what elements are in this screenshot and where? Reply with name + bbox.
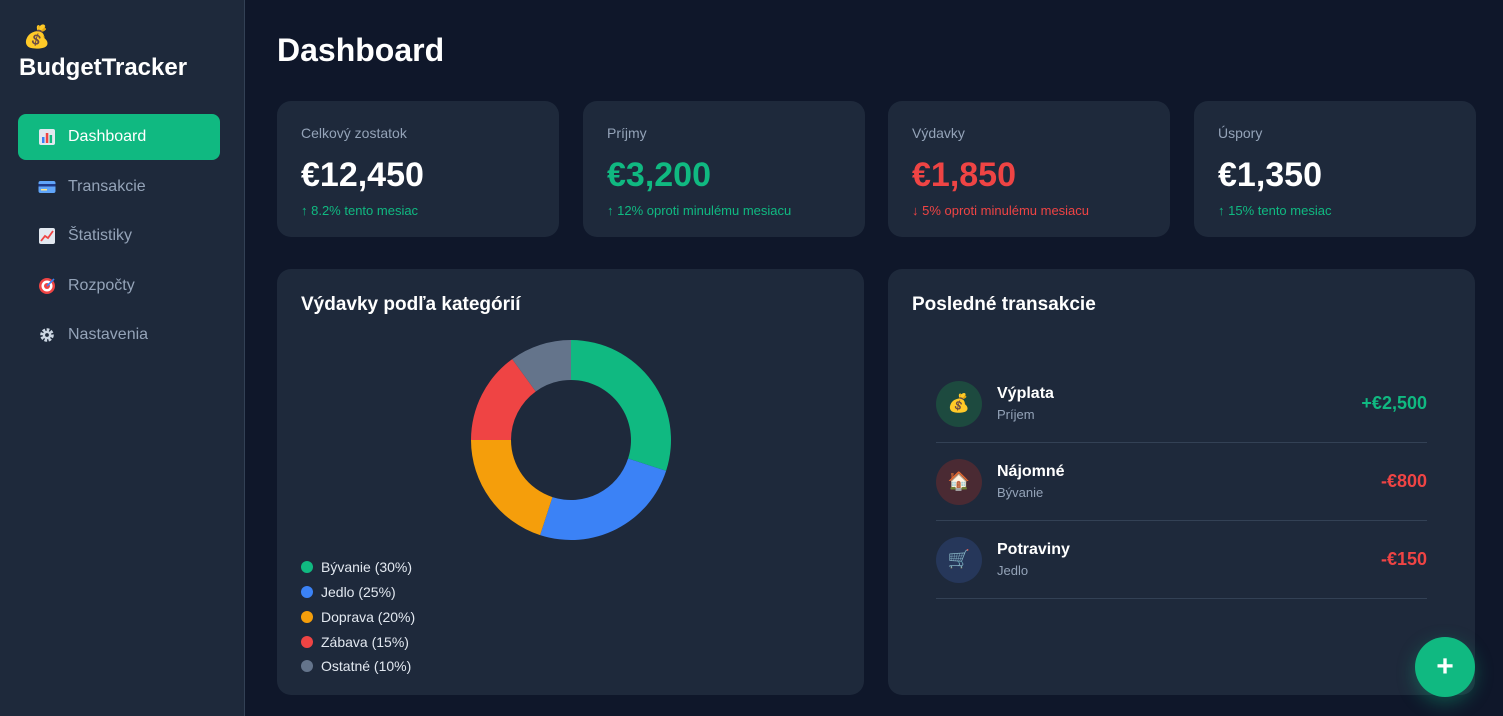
stat-change: ↑ 12% oproti minulému mesiacu bbox=[607, 203, 792, 218]
legend-item: Ostatné (10%) bbox=[301, 654, 415, 679]
transaction-category: Bývanie bbox=[997, 484, 1044, 500]
legend-label: Zábava (15%) bbox=[321, 633, 409, 650]
legend-item: Bývanie (30%) bbox=[301, 555, 415, 580]
transaction-row-potraviny[interactable]: 🛒 Potraviny Jedlo -€150 bbox=[936, 521, 1427, 599]
donut-slice-ostatné[interactable] bbox=[512, 340, 571, 392]
bar-chart-icon bbox=[36, 126, 58, 148]
stat-label: Úspory bbox=[1218, 125, 1263, 141]
legend-dot bbox=[301, 635, 313, 648]
page-title: Dashboard bbox=[277, 32, 445, 68]
donut-chart bbox=[471, 340, 671, 540]
add-transaction-button[interactable]: + bbox=[1415, 637, 1475, 697]
stat-card-savings: Úspory €1,350 ↑ 15% tento mesiac bbox=[1194, 101, 1476, 237]
transaction-name: Potraviny bbox=[997, 540, 1070, 558]
logo[interactable]: 💰 BudgetTracker bbox=[19, 24, 187, 86]
sidebar-item-label: Nastavenia bbox=[68, 326, 149, 343]
legend-item: Jedlo (25%) bbox=[301, 580, 415, 605]
stat-card-expenses: Výdavky €1,850 ↓ 5% oproti minulému mesi… bbox=[888, 101, 1170, 237]
stat-label: Výdavky bbox=[912, 125, 965, 141]
legend-label: Ostatné (10%) bbox=[321, 658, 412, 675]
shopping-cart-icon: 🛒 bbox=[936, 536, 982, 583]
money-bag-icon: 💰 bbox=[936, 380, 982, 427]
chart-legend: Bývanie (30%) Jedlo (25%) Doprava (20%) Záb… bbox=[301, 555, 415, 679]
legend-label: Doprava (20%) bbox=[321, 608, 416, 625]
legend-label: Bývanie (30%) bbox=[321, 559, 413, 576]
donut-slice-doprava[interactable] bbox=[471, 440, 553, 536]
donut-slice-bývanie[interactable] bbox=[571, 340, 671, 471]
legend-dot bbox=[301, 660, 313, 673]
house-icon: 🏠 bbox=[936, 458, 982, 505]
sidebar-item-dashboard[interactable]: Dashboard bbox=[18, 114, 220, 160]
stat-card-balance: Celkový zostatok €12,450 ↑ 8.2% tento me… bbox=[277, 101, 559, 237]
legend-item: Doprava (20%) bbox=[301, 605, 415, 630]
recent-transactions-panel: Posledné transakcie 💰 Výplata Príjem +€2… bbox=[888, 269, 1475, 695]
trending-up-chart-icon bbox=[36, 225, 58, 247]
stat-label: Príjmy bbox=[607, 125, 647, 141]
donut-slice-zábava[interactable] bbox=[471, 359, 536, 440]
target-icon bbox=[36, 275, 58, 297]
app-name: BudgetTracker bbox=[19, 54, 188, 81]
transaction-category: Jedlo bbox=[997, 562, 1029, 578]
donut-slice-jedlo[interactable] bbox=[540, 458, 667, 540]
stat-card-income: Príjmy €3,200 ↑ 12% oproti minulému mesi… bbox=[583, 101, 865, 237]
transaction-info: Výplata Príjem bbox=[997, 384, 1361, 424]
sidebar-item-label: Štatistiky bbox=[68, 227, 133, 244]
stat-value: €12,450 bbox=[301, 156, 424, 194]
sidebar: 💰 BudgetTracker Dashboard Transakcie bbox=[0, 0, 245, 716]
sidebar-item-label: Dashboard bbox=[68, 128, 147, 145]
sidebar-item-nastavenia[interactable]: Nastavenia bbox=[18, 312, 220, 358]
transaction-amount: -€150 bbox=[1380, 549, 1427, 569]
legend-dot bbox=[301, 610, 313, 623]
sidebar-item-statistiky[interactable]: Štatistiky bbox=[18, 213, 220, 259]
panel-title: Výdavky podľa kategórií bbox=[301, 294, 521, 315]
stat-change: ↓ 5% oproti minulému mesiacu bbox=[912, 203, 1090, 218]
sidebar-item-label: Transakcie bbox=[68, 177, 146, 195]
legend-item: Zábava (15%) bbox=[301, 629, 415, 654]
legend-dot bbox=[301, 561, 313, 574]
transaction-amount: +€2,500 bbox=[1361, 393, 1427, 413]
stat-value: €3,200 bbox=[607, 156, 711, 194]
money-bag-icon: 💰 bbox=[23, 24, 51, 49]
transaction-amount: -€800 bbox=[1380, 471, 1427, 491]
transaction-row-vyplata[interactable]: 💰 Výplata Príjem +€2,500 bbox=[936, 365, 1427, 443]
transaction-info: Potraviny Jedlo bbox=[997, 540, 1381, 580]
plus-icon: + bbox=[1436, 650, 1454, 683]
stat-change: ↑ 8.2% tento mesiac bbox=[301, 203, 419, 218]
stat-change: ↑ 15% tento mesiac bbox=[1218, 203, 1332, 218]
stat-label: Celkový zostatok bbox=[301, 125, 407, 141]
transaction-category: Príjem bbox=[997, 406, 1035, 422]
transaction-info: Nájomné Bývanie bbox=[997, 462, 1381, 502]
sidebar-item-transakcie[interactable]: Transakcie bbox=[18, 164, 220, 210]
credit-card-icon bbox=[36, 176, 58, 198]
expenses-by-category-panel: Výdavky podľa kategórií Bývanie (30%) Jed… bbox=[277, 269, 864, 695]
transaction-row-najomne[interactable]: 🏠 Nájomné Bývanie -€800 bbox=[936, 443, 1427, 521]
legend-label: Jedlo (25%) bbox=[321, 584, 396, 601]
legend-dot bbox=[301, 586, 313, 599]
sidebar-nav: Dashboard Transakcie Štatistiky Rozpočty bbox=[18, 114, 220, 362]
transaction-name: Nájomné bbox=[997, 462, 1065, 480]
panel-title: Posledné transakcie bbox=[912, 294, 1096, 315]
gear-icon bbox=[36, 324, 58, 346]
transaction-list: 💰 Výplata Príjem +€2,500 🏠 Nájomné Bývan… bbox=[936, 365, 1427, 599]
stat-value: €1,350 bbox=[1218, 156, 1322, 194]
sidebar-item-label: Rozpočty bbox=[68, 276, 135, 294]
stat-value: €1,850 bbox=[912, 156, 1016, 194]
sidebar-item-rozpocty[interactable]: Rozpočty bbox=[18, 263, 220, 309]
transaction-name: Výplata bbox=[997, 384, 1054, 402]
